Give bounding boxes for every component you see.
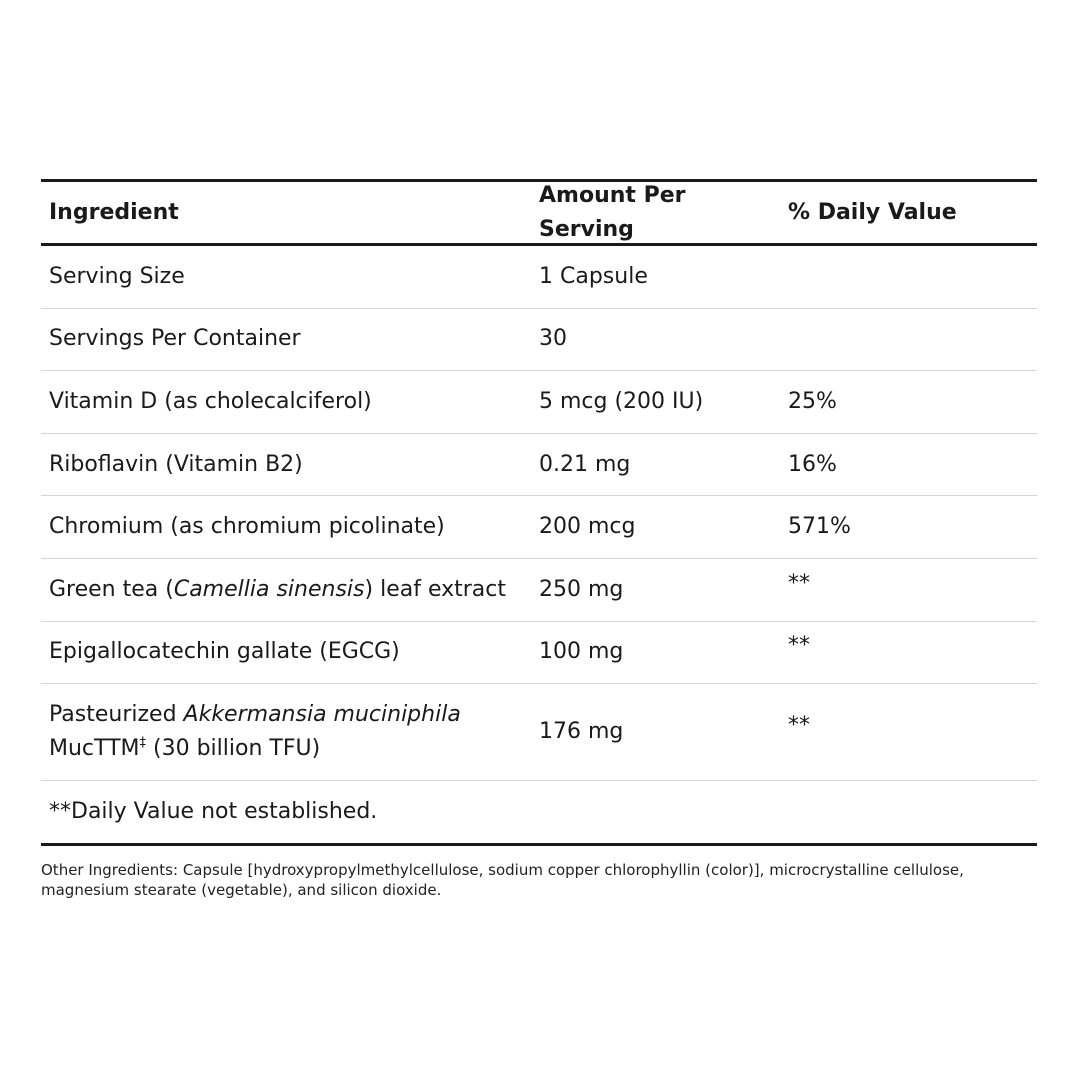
header-daily-value: % Daily Value [788, 199, 957, 225]
ingredient-amount: 100 mg [539, 639, 624, 665]
ingredient-name: Serving Size [49, 263, 185, 289]
ingredient-amount: 250 mg [539, 576, 624, 602]
table-row: Chromium (as chromium picolinate) 200 mc… [41, 496, 1037, 559]
ingredient-name: Servings Per Container [49, 326, 301, 352]
daily-value-footnote: **Daily Value not established. [49, 799, 378, 825]
ingredient-name-part: Pasteurized [49, 702, 184, 728]
table-row: Pasteurized Akkermansia muciniphila MucT… [41, 684, 1037, 782]
ingredient-species-name: Camellia sinensis [173, 576, 365, 602]
ingredient-name: Epigallocatechin gallate (EGCG) [49, 639, 400, 665]
ingredient-name-part: (30 billion TFU) [146, 736, 321, 762]
trademark-mark: TM [107, 736, 140, 762]
dagger-mark: ‡ [139, 735, 147, 751]
ingredient-daily-value: ** [788, 633, 810, 659]
ingredient-name-part: MucT [49, 736, 108, 762]
ingredient-amount: 1 Capsule [539, 263, 648, 289]
ingredient-name-part: Green tea ( [49, 576, 174, 602]
ingredient-daily-value: ** [788, 570, 810, 596]
ingredient-name: Pasteurized Akkermansia muciniphila MucT… [41, 698, 539, 766]
ingredient-daily-value: ** [788, 713, 810, 739]
table-row: Riboflavin (Vitamin B2) 0.21 mg 16% [41, 434, 1037, 497]
ingredient-name: Riboflavin (Vitamin B2) [49, 451, 303, 477]
ingredient-amount: 5 mcg (200 IU) [539, 388, 704, 414]
ingredient-daily-value: 25% [788, 388, 837, 414]
ingredient-daily-value: 16% [788, 451, 837, 477]
table-row: Green tea (Camellia sinensis) leaf extra… [41, 559, 1037, 622]
ingredient-amount: 176 mg [539, 719, 624, 745]
ingredient-amount: 200 mcg [539, 514, 636, 540]
ingredient-name: Green tea (Camellia sinensis) leaf extra… [41, 573, 539, 607]
header-amount: Amount Per Serving [539, 182, 686, 242]
header-ingredient: Ingredient [49, 199, 179, 225]
table-row: Serving Size 1 Capsule [41, 246, 1037, 309]
supplement-facts-table: Ingredient Amount Per Serving % Daily Va… [41, 179, 1037, 847]
ingredient-daily-value: 571% [788, 514, 851, 540]
table-footnote-row: **Daily Value not established. [41, 781, 1037, 843]
ingredient-amount: 30 [539, 326, 567, 352]
table-row: Vitamin D (as cholecalciferol) 5 mcg (20… [41, 371, 1037, 434]
table-row: Epigallocatechin gallate (EGCG) 100 mg *… [41, 622, 1037, 685]
table-row: Servings Per Container 30 [41, 309, 1037, 372]
ingredient-name: Vitamin D (as cholecalciferol) [49, 388, 372, 414]
table-header: Ingredient Amount Per Serving % Daily Va… [41, 182, 1037, 246]
ingredient-name-part: ) leaf extract [364, 576, 507, 602]
other-ingredients: Other Ingredients: Capsule [hydroxypropy… [41, 861, 964, 899]
ingredient-name: Chromium (as chromium picolinate) [49, 514, 445, 540]
ingredient-species-name: Akkermansia muciniphila [183, 702, 461, 728]
ingredient-amount: 0.21 mg [539, 451, 631, 477]
